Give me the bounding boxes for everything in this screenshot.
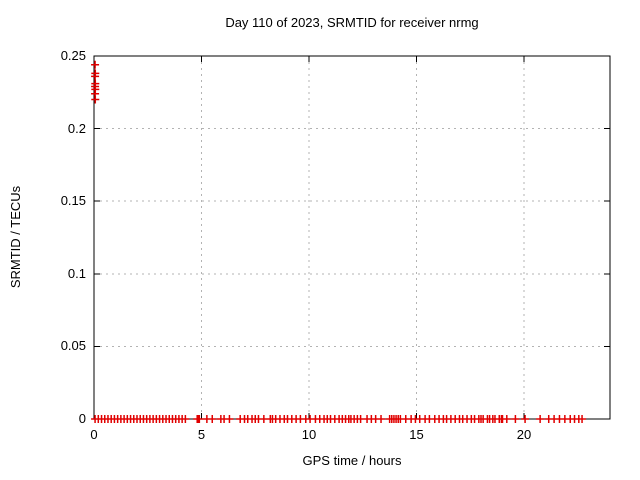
x-tick-label: 0 xyxy=(90,427,98,442)
y-tick-label: 0.05 xyxy=(60,338,86,354)
x-tick-label: 5 xyxy=(197,427,206,442)
y-tick-label: 0.15 xyxy=(60,193,86,209)
x-tick-label: 15 xyxy=(409,427,424,442)
x-tick-label: 10 xyxy=(301,427,317,442)
chart-title: Day 110 of 2023, SRMTID for receiver nrm… xyxy=(225,15,479,30)
x-axis-label: GPS time / hours xyxy=(302,453,402,468)
y-tick-label: 0.2 xyxy=(67,120,86,136)
y-tick-label: 0 xyxy=(78,411,86,426)
y-tick-label: 0.1 xyxy=(67,265,86,281)
series-high-cluster-markers xyxy=(91,60,100,104)
series-baseline-markers xyxy=(91,415,587,423)
y-tick-label: 0.25 xyxy=(60,48,86,63)
x-tick-label: 20 xyxy=(516,427,532,442)
plot-border xyxy=(93,55,611,420)
